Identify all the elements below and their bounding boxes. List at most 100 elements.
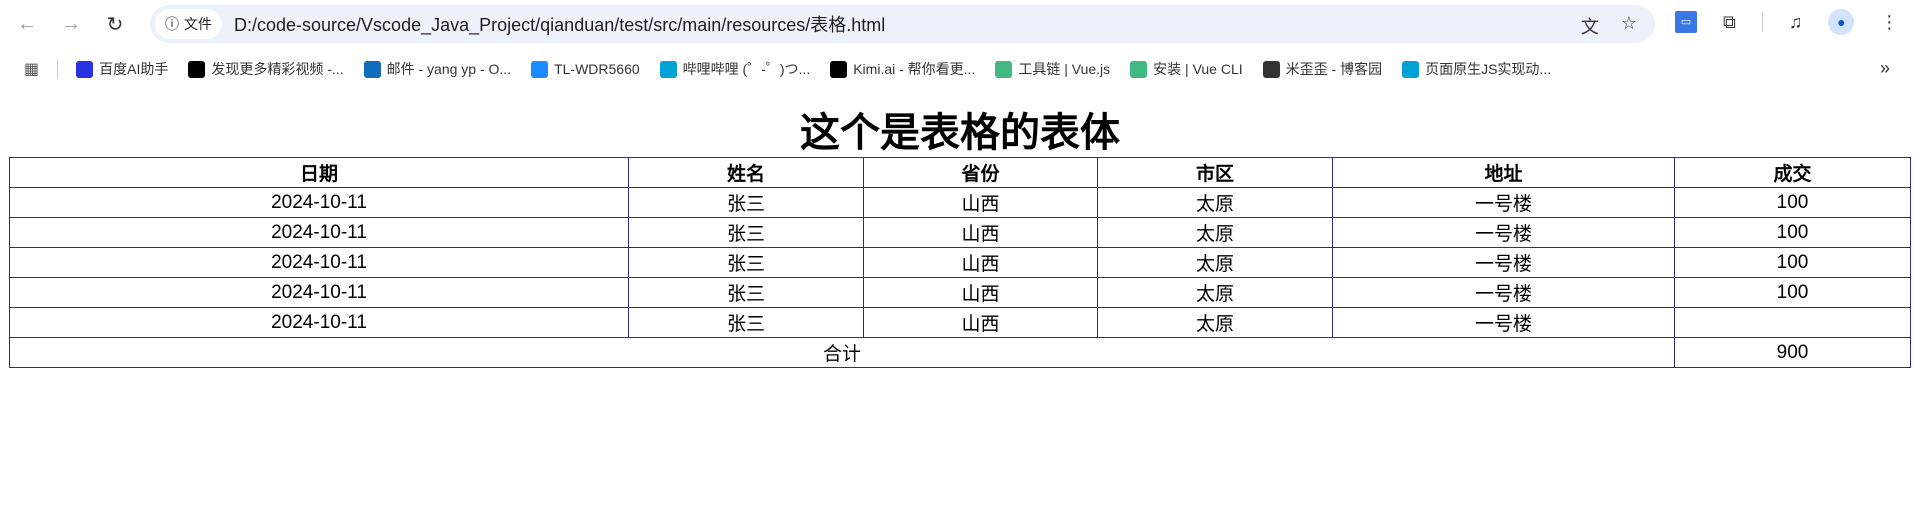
bookmark-tp-link[interactable]: TL-WDR5660 (531, 59, 640, 79)
table-row: 2024-10-11 张三 山西 太原 一号楼 100 (9, 247, 1911, 278)
bookmark-kimi[interactable]: Kimi.ai - 帮你看更... (830, 59, 975, 79)
url-text[interactable]: D:/code-source/Vscode_Java_Project/qiand… (234, 15, 886, 35)
divider (1761, 12, 1763, 32)
table-cell: 一号楼 (1332, 277, 1675, 308)
bookmark-label: 邮件 - yang yp - O... (386, 61, 512, 77)
table-cell: 一号楼 (1332, 217, 1675, 248)
bookmark-label: 百度AI助手 (99, 61, 169, 77)
site-info-label: 文件 (184, 16, 212, 32)
table-row: 2024-10-11 张三 山西 太原 一号楼 100 (9, 217, 1911, 248)
bookmark-bilibili[interactable]: 哔哩哔哩 (゜-゜)つ... (659, 59, 811, 79)
table-cell: 一号楼 (1332, 247, 1675, 278)
cnblogs-icon (1262, 60, 1280, 78)
table-cell: 一号楼 (1332, 187, 1675, 218)
bilibili-icon (659, 60, 677, 78)
baidu-icon (76, 60, 94, 78)
table-cell: 2024-10-11 (9, 247, 629, 278)
table-row: 2024-10-11 张三 山西 太原 一号楼 (9, 307, 1911, 338)
browser-toolbar: ← → ↻ (0, 0, 1920, 48)
apps-grid-icon[interactable]: ▦ (24, 61, 40, 78)
table-cell: 山西 (863, 277, 1098, 308)
kimi-icon (830, 60, 848, 78)
bookmark-label: 页面原生JS实现动... (1425, 61, 1552, 77)
table-header-row: 日期 姓名 省份 市区 地址 成交 (9, 157, 1911, 188)
more-bookmarks-button[interactable]: » (1879, 58, 1890, 78)
table-cell: 太原 (1097, 187, 1333, 218)
vue-icon (1130, 60, 1148, 78)
data-table: 日期 姓名 省份 市区 地址 成交 2024-10-11 张三 山西 太原 一号楼 100 2024-… (9, 157, 1911, 368)
bookmark-cnblogs[interactable]: 米歪歪 - 博客园 (1262, 59, 1383, 79)
bookmark-label: 工具链 | Vue.js (1018, 61, 1111, 77)
column-header: 姓名 (628, 157, 864, 188)
star-icon[interactable]: ☆ (1620, 13, 1637, 33)
menu-kebab-icon[interactable]: ⋮ (1880, 11, 1899, 32)
page-title: 这个是表格的表体 (800, 111, 1120, 155)
table-cell: 张三 (628, 277, 864, 308)
column-header: 市区 (1097, 157, 1333, 188)
tiktok-icon (188, 60, 206, 78)
table-cell: 山西 (863, 187, 1098, 218)
forward-button[interactable]: → (56, 9, 86, 39)
media-control-icon[interactable]: ♫ (1788, 11, 1803, 32)
bookmark-baidu[interactable]: 百度AI助手 (76, 59, 168, 79)
arrow-left-icon: ← (17, 12, 37, 35)
table-cell: 张三 (628, 307, 864, 338)
info-icon: ⓘ (165, 16, 179, 32)
total-label: 合计 (9, 337, 1675, 368)
table-cell: 100 (1674, 187, 1911, 218)
bookmarks-bar: ▦ 百度AI助手 发现更多精彩视频 -... 邮件 - yang yp - O...… (0, 52, 1920, 86)
bookmark-label: TL-WDR5660 (554, 61, 640, 77)
table-row: 2024-10-11 张三 山西 太原 一号楼 100 (9, 187, 1911, 218)
table-cell: 100 (1674, 217, 1911, 248)
table-cell: 山西 (863, 217, 1098, 248)
bookmark-label: 米歪歪 - 博客园 (1285, 61, 1383, 77)
table-cell: 太原 (1097, 307, 1333, 338)
tp-link-icon (531, 60, 549, 78)
column-header: 省份 (863, 157, 1098, 188)
table-cell: 一号楼 (1332, 307, 1675, 338)
extensions-puzzle-icon[interactable]: ⧉ (1723, 11, 1736, 32)
bookmark-label: Kimi.ai - 帮你看更... (853, 61, 976, 77)
table-cell: 张三 (628, 247, 864, 278)
bookmark-outlook[interactable]: 邮件 - yang yp - O... (363, 59, 512, 79)
bilibili-icon (1402, 60, 1420, 78)
column-header: 日期 (9, 157, 629, 188)
table-total-row: 合计 900 (9, 337, 1911, 368)
translate-icon[interactable]: 文 (1580, 17, 1599, 37)
bookmark-vue[interactable]: 安装 | Vue CLI (1130, 59, 1243, 79)
total-value: 900 (1674, 337, 1911, 368)
table-cell: 2024-10-11 (9, 307, 629, 338)
site-info-button[interactable]: ⓘ 文件 (155, 9, 222, 39)
table-cell: 100 (1674, 247, 1911, 278)
table-cell (1674, 307, 1911, 338)
column-header: 成交 (1674, 157, 1911, 188)
bookmark-label: 发现更多精彩视频 -... (211, 61, 344, 77)
table-cell: 张三 (628, 187, 864, 218)
table-cell: 太原 (1097, 217, 1333, 248)
table-cell: 太原 (1097, 277, 1333, 308)
table-cell: 100 (1674, 277, 1911, 308)
table-cell: 2024-10-11 (9, 187, 629, 218)
back-button[interactable]: ← (12, 9, 42, 39)
reload-icon: ↻ (106, 13, 124, 36)
table-row: 2024-10-11 张三 山西 太原 一号楼 100 (9, 277, 1911, 308)
column-header: 地址 (1332, 157, 1675, 188)
table-cell: 2024-10-11 (9, 217, 629, 248)
bookmark-label: 安装 | Vue CLI (1153, 61, 1243, 77)
address-bar[interactable]: ⓘ 文件 D:/code-source/Vscode_Java_Project/q… (150, 5, 1655, 43)
bookmark-bilibili[interactable]: 页面原生JS实现动... (1402, 59, 1551, 79)
table-cell: 山西 (863, 307, 1098, 338)
divider (57, 59, 59, 79)
table-cell: 2024-10-11 (9, 277, 629, 308)
arrow-right-icon: → (61, 12, 81, 35)
bookmark-vue[interactable]: 工具链 | Vue.js (995, 59, 1110, 79)
reload-button[interactable]: ↻ (100, 9, 130, 39)
profile-avatar[interactable]: ● (1828, 9, 1855, 35)
vue-icon (995, 60, 1013, 78)
outlook-icon (363, 60, 381, 78)
bookmark-tiktok[interactable]: 发现更多精彩视频 -... (188, 59, 344, 79)
extension-icon[interactable]: ▭ (1675, 11, 1697, 33)
bookmark-label: 哔哩哔哩 (゜-゜)つ... (682, 61, 811, 77)
table-cell: 太原 (1097, 247, 1333, 278)
table-cell: 山西 (863, 247, 1098, 278)
